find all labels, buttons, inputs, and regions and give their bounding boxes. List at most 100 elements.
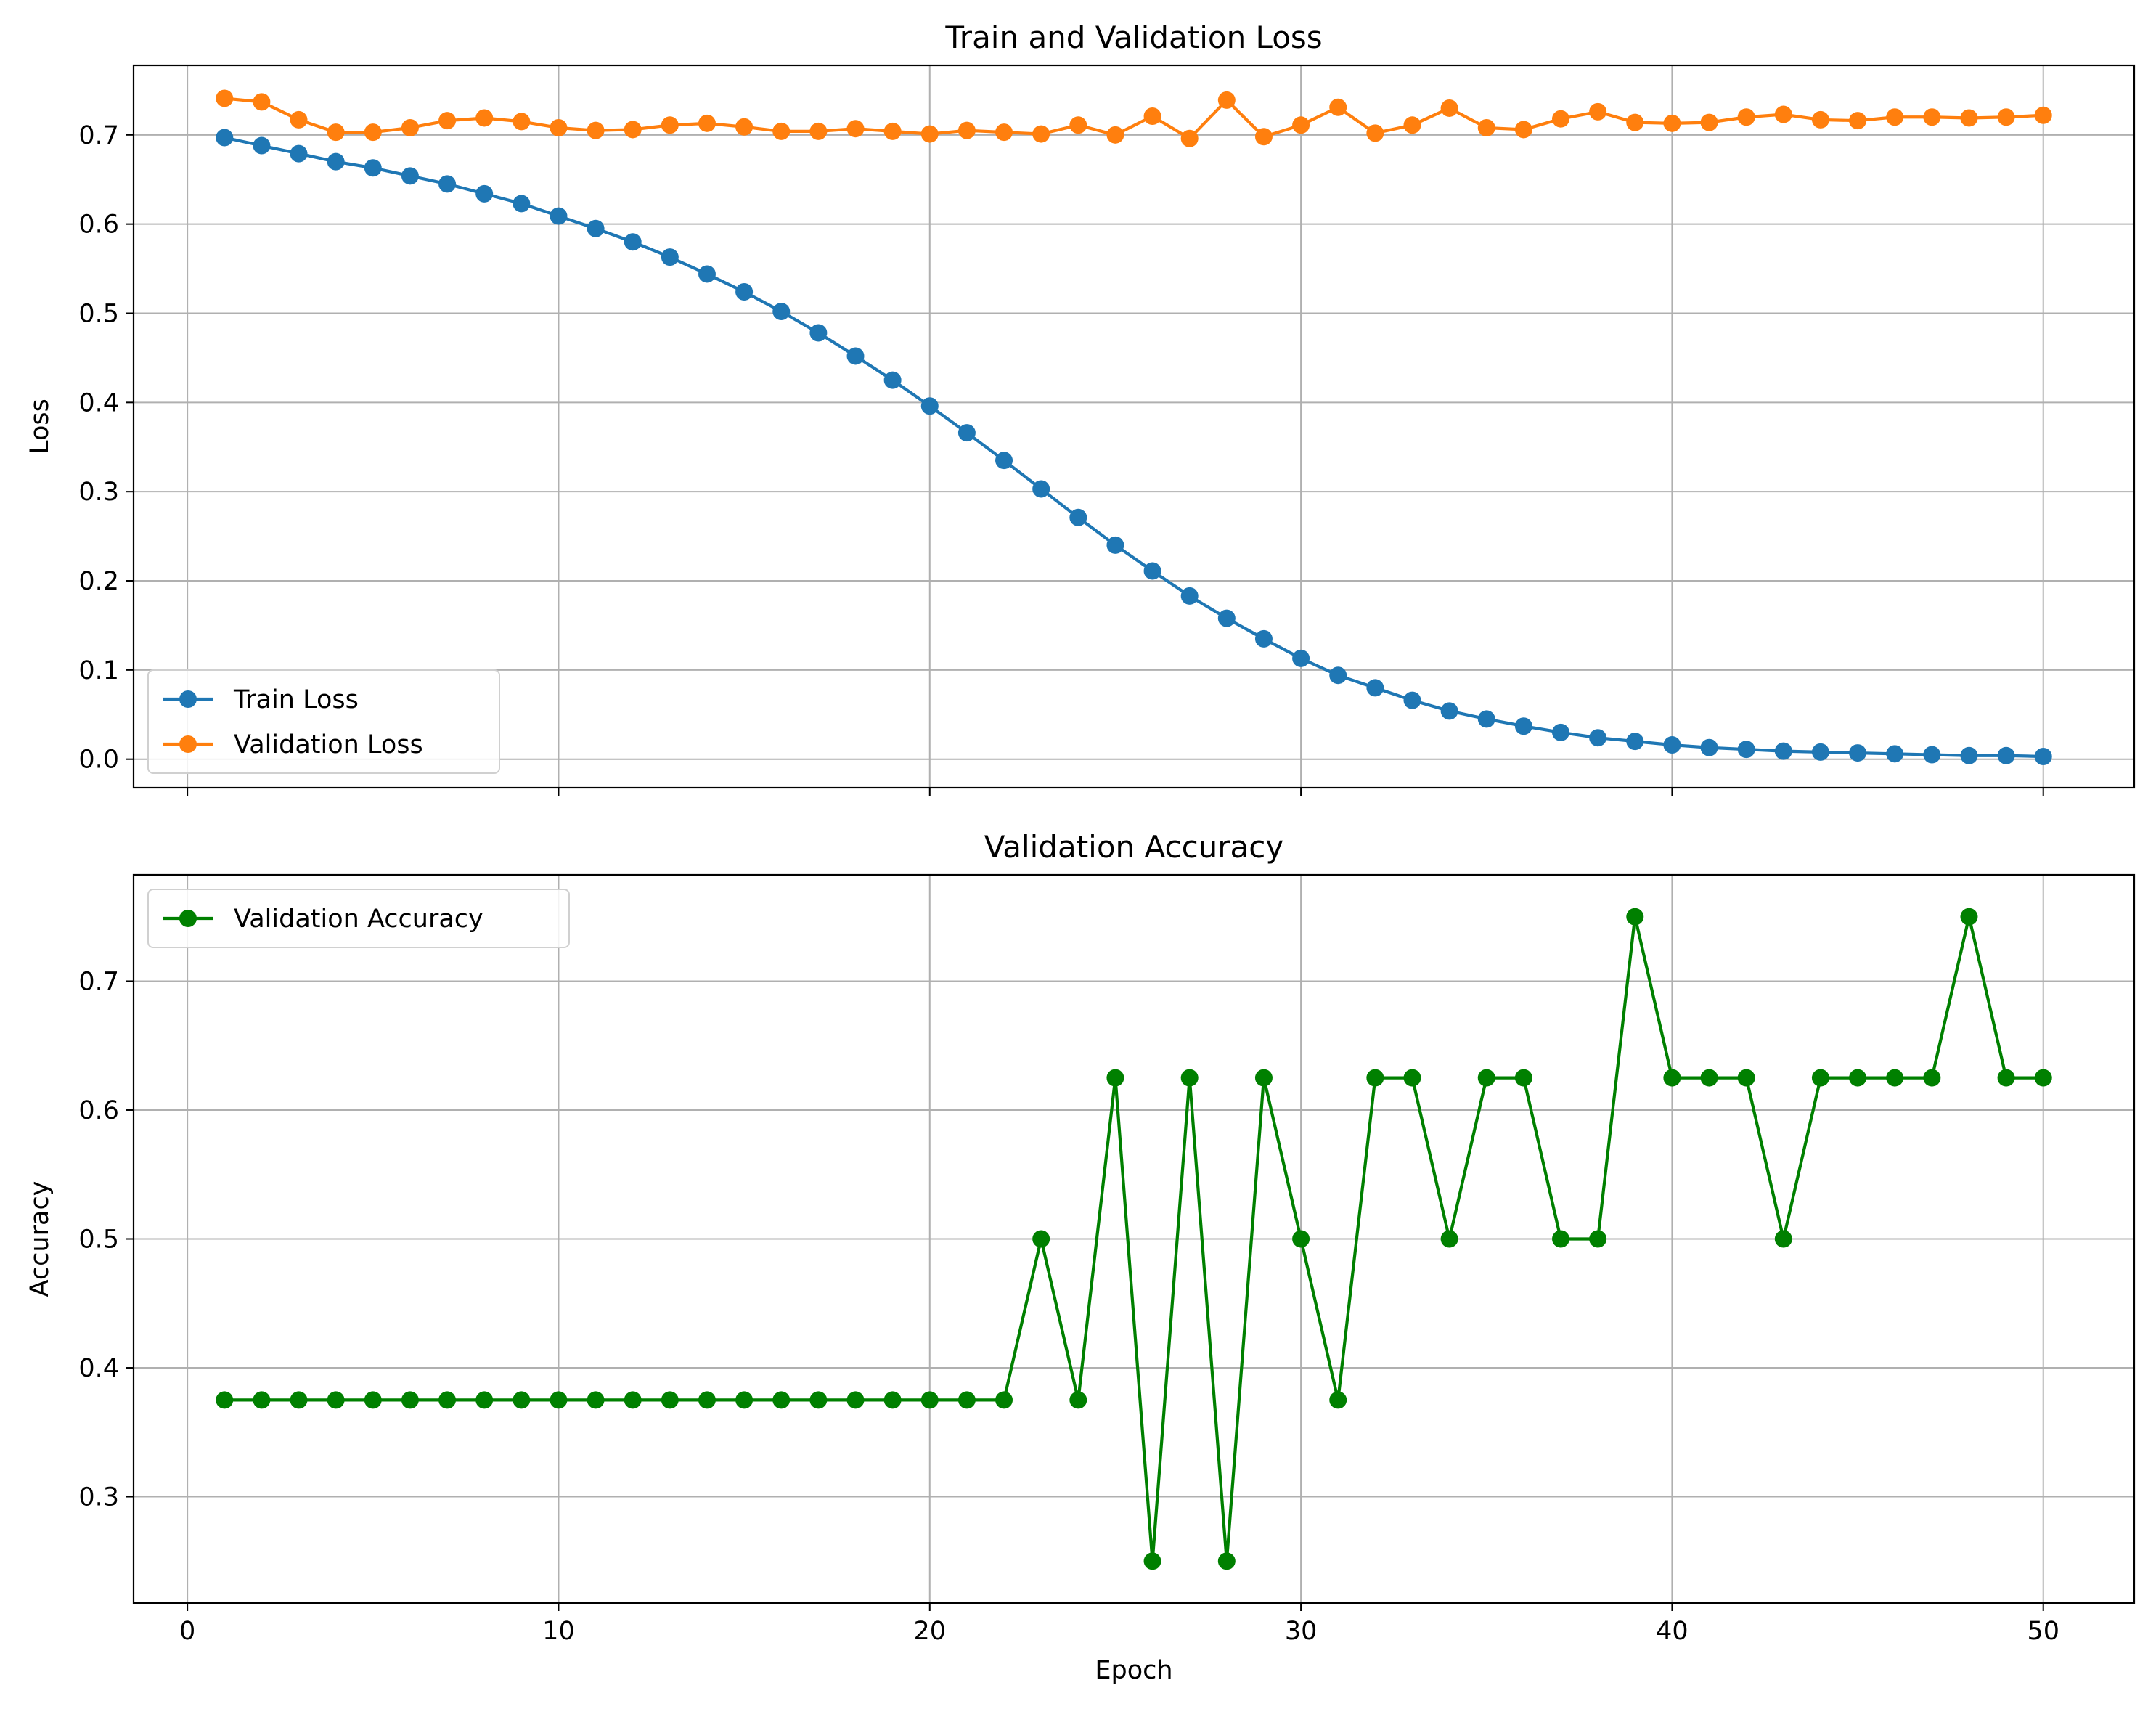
train-loss-point xyxy=(1180,587,1199,605)
train-loss-point xyxy=(290,144,308,163)
validation-loss-point xyxy=(1440,99,1458,117)
train-loss-point xyxy=(1106,536,1124,554)
validation-accuracy-point xyxy=(735,1391,754,1409)
train-loss-point xyxy=(1811,743,1829,761)
validation-loss-point xyxy=(253,93,271,111)
validation-loss-point xyxy=(327,123,345,142)
validation-loss-point xyxy=(1737,108,1755,126)
validation-loss-point xyxy=(1960,109,1978,127)
train-loss-point xyxy=(1960,746,1978,764)
validation-loss-point xyxy=(735,118,754,136)
train-loss-legend-marker xyxy=(179,690,197,708)
validation-loss-point xyxy=(1849,112,1867,130)
train-loss-point xyxy=(401,167,419,185)
train-loss-point xyxy=(1403,691,1421,709)
validation-loss-point xyxy=(550,118,568,136)
validation-loss-point xyxy=(1589,102,1607,121)
validation-loss-point xyxy=(698,114,716,132)
loss-ticks: 0.0 0.1 0.2 0.3 0.4 0.5 0.6 0.7 xyxy=(78,121,2044,796)
accuracy-x-tick-label: 10 xyxy=(542,1617,575,1646)
validation-accuracy-point xyxy=(550,1391,568,1409)
validation-loss-point xyxy=(1700,113,1718,131)
loss-y-tick-label: 0.6 xyxy=(78,211,119,240)
validation-loss-point xyxy=(364,123,382,142)
validation-loss-point xyxy=(957,121,976,139)
train-loss-point xyxy=(1886,745,1904,763)
accuracy-x-tick-label: 0 xyxy=(179,1617,195,1646)
train-loss-point xyxy=(957,424,976,442)
validation-accuracy-point xyxy=(624,1391,642,1409)
validation-loss-point xyxy=(587,121,605,139)
validation-loss-point xyxy=(920,125,939,143)
train-loss-point xyxy=(364,159,382,177)
validation-loss-legend-marker xyxy=(179,735,197,753)
train-loss-legend-label: Train Loss xyxy=(233,685,359,714)
accuracy-y-axis-label: Accuracy xyxy=(25,1181,54,1297)
validation-loss-point xyxy=(995,123,1013,142)
train-loss-point xyxy=(1626,733,1644,751)
validation-loss-point xyxy=(1366,124,1384,142)
validation-accuracy-point xyxy=(1366,1069,1384,1087)
validation-accuracy-point xyxy=(1180,1069,1199,1087)
validation-accuracy-point xyxy=(1886,1069,1904,1087)
validation-accuracy-point xyxy=(1329,1391,1347,1409)
train-loss-point xyxy=(1849,744,1867,762)
validation-accuracy-point xyxy=(475,1391,494,1409)
loss-series xyxy=(216,89,2052,766)
validation-accuracy-point xyxy=(661,1391,679,1409)
validation-accuracy-point xyxy=(290,1391,308,1409)
loss-y-tick-label: 0.3 xyxy=(78,478,119,507)
validation-loss-point xyxy=(1514,121,1532,139)
validation-accuracy-point xyxy=(1217,1552,1236,1570)
loss-y-tick-label: 0.4 xyxy=(78,388,119,417)
validation-accuracy-point xyxy=(1292,1230,1310,1248)
train-loss-point xyxy=(1440,702,1458,720)
train-loss-point xyxy=(253,136,271,155)
validation-accuracy-point xyxy=(1254,1069,1273,1087)
validation-accuracy-point xyxy=(513,1391,531,1409)
validation-loss-point xyxy=(1626,113,1644,131)
train-loss-point xyxy=(1923,746,1941,764)
train-loss-point xyxy=(1552,723,1570,741)
validation-loss-point xyxy=(401,118,419,136)
train-loss-point xyxy=(327,152,345,171)
validation-accuracy-point xyxy=(438,1391,457,1409)
validation-loss-point xyxy=(2034,106,2052,124)
train-loss-point xyxy=(438,175,457,193)
validation-loss-point xyxy=(1997,108,2015,126)
validation-accuracy-point xyxy=(401,1391,419,1409)
validation-loss-point xyxy=(846,120,865,138)
train-loss-point xyxy=(2034,748,2052,766)
validation-accuracy-point xyxy=(1143,1552,1161,1570)
validation-accuracy-point xyxy=(1737,1069,1755,1087)
train-loss-point xyxy=(1477,710,1495,728)
validation-loss-point xyxy=(624,121,642,139)
train-loss-point xyxy=(772,303,791,321)
accuracy-x-tick-label: 20 xyxy=(914,1617,947,1646)
validation-loss-point xyxy=(1552,110,1570,128)
train-loss-point xyxy=(1589,729,1607,747)
train-loss-point xyxy=(920,397,939,415)
validation-accuracy-point xyxy=(957,1391,976,1409)
validation-loss-point xyxy=(1774,105,1792,123)
accuracy-chart: 0 10 20 30 40 50 0.3 0.4 0.5 0.6 0.7 Validation Ac… xyxy=(25,829,2136,1685)
validation-accuracy-point xyxy=(1589,1230,1607,1248)
validation-accuracy-point xyxy=(809,1391,828,1409)
validation-loss-point xyxy=(1032,125,1050,143)
validation-accuracy-point xyxy=(698,1391,716,1409)
accuracy-y-tick-label: 0.3 xyxy=(78,1483,119,1512)
validation-loss-point xyxy=(809,122,828,140)
validation-accuracy-point xyxy=(1811,1069,1829,1087)
accuracy-ticks: 0 10 20 30 40 50 0.3 0.4 0.5 0.6 0.7 xyxy=(78,967,2059,1646)
validation-loss-legend-label: Validation Loss xyxy=(234,730,423,759)
accuracy-series xyxy=(216,908,2052,1570)
validation-accuracy-point xyxy=(327,1391,345,1409)
train-loss-point xyxy=(995,452,1013,470)
validation-loss-point xyxy=(1886,108,1904,126)
accuracy-y-tick-label: 0.4 xyxy=(78,1354,119,1383)
validation-accuracy-point xyxy=(995,1391,1013,1409)
train-loss-point xyxy=(809,324,828,342)
validation-loss-point xyxy=(1329,98,1347,116)
